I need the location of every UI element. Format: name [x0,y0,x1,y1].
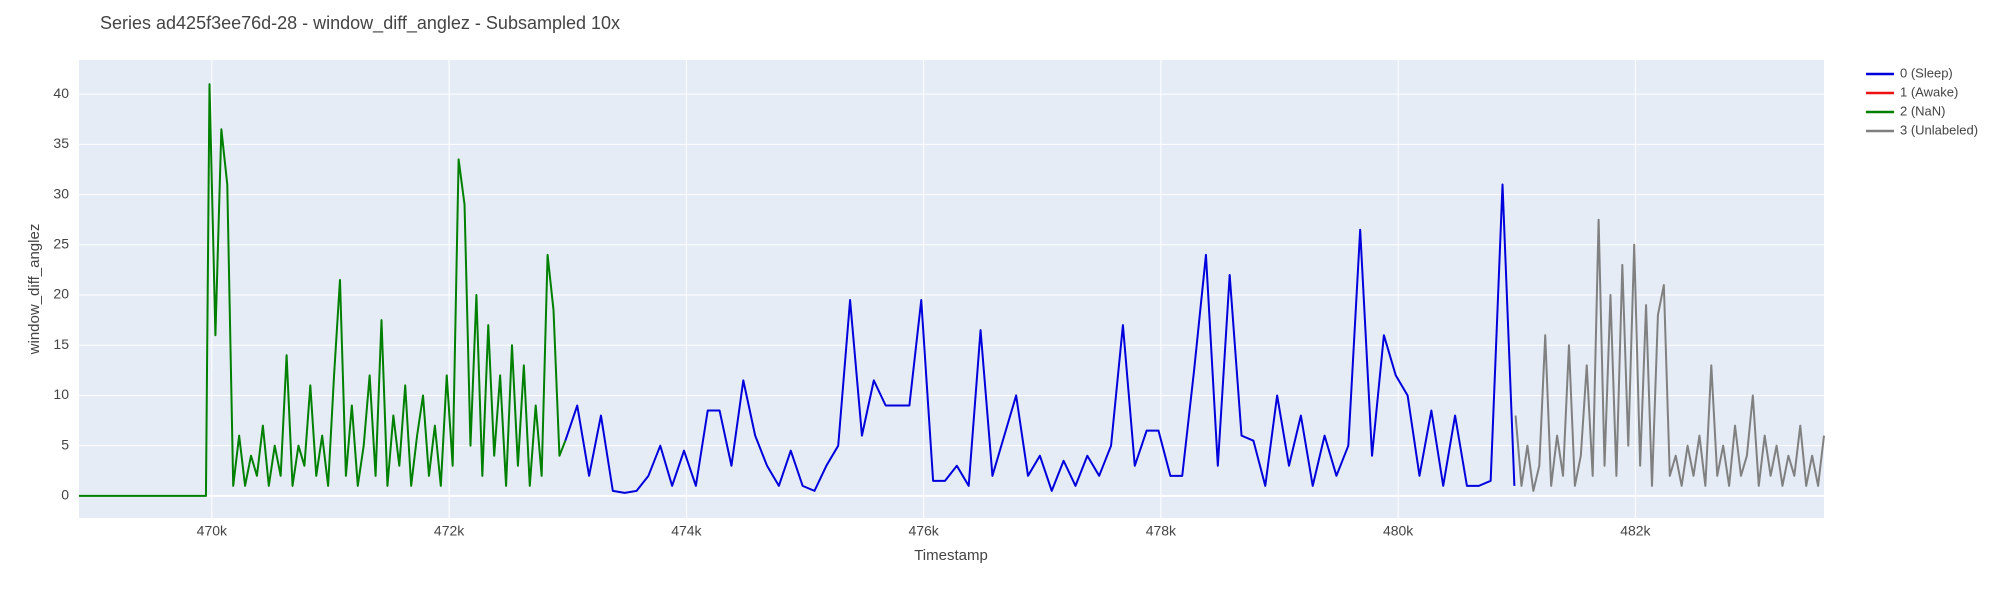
y-axis-title: window_diff_anglez [26,224,43,356]
x-axis-title: Timestamp [914,547,988,564]
x-tick-label: 482k [1620,523,1651,539]
series-line [79,83,567,497]
series-line [564,183,1516,494]
y-tick-label: 15 [53,336,69,352]
y-tick-label: 25 [53,236,69,252]
legend-label: 3 (Unlabeled) [1900,122,1978,137]
x-tick-label: 476k [908,523,939,539]
plot-background [79,60,1824,518]
x-tick-label: 478k [1146,523,1177,539]
x-tick-label: 480k [1383,523,1414,539]
chart-title: Series ad425f3ee76d-28 - window_diff_ang… [100,13,620,34]
legend-label: 2 (NaN) [1900,103,1946,118]
y-tick-label: 20 [53,286,69,302]
y-tick-label: 40 [53,85,69,101]
legend-label: 1 (Awake) [1900,84,1958,99]
series-line [1514,218,1825,492]
y-tick-label: 10 [53,386,69,402]
y-tick-label: 5 [61,436,69,452]
y-tick-label: 35 [53,135,69,151]
legend-label: 0 (Sleep) [1900,65,1953,80]
x-tick-label: 474k [671,523,702,539]
y-tick-label: 30 [53,185,69,201]
y-tick-label: 0 [61,487,69,503]
x-tick-label: 472k [434,523,465,539]
x-tick-label: 470k [197,523,228,539]
